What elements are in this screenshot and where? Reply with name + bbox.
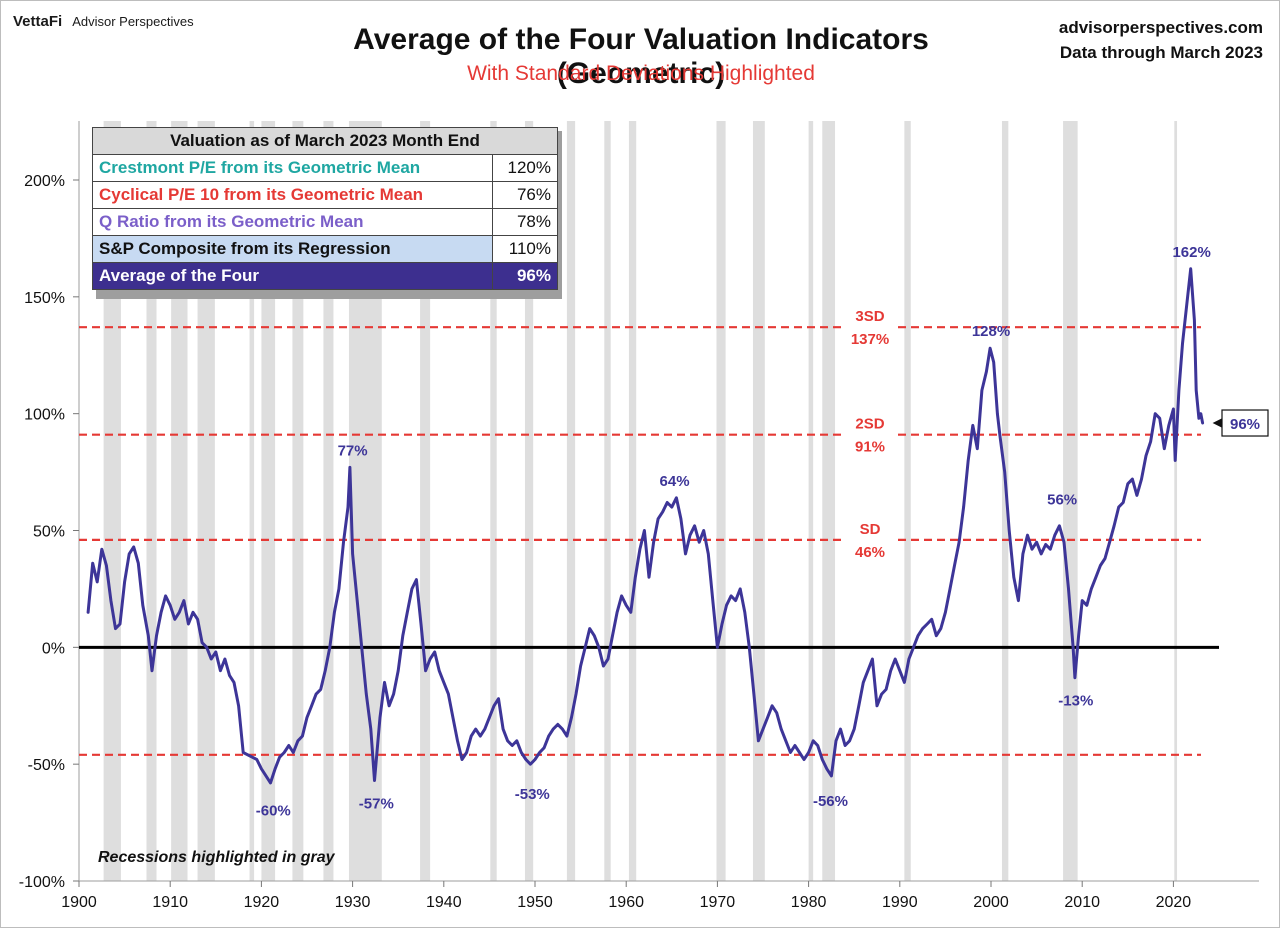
- x-tick-label: 1970: [700, 894, 736, 911]
- sd-label: SD: [860, 521, 881, 538]
- row-value-cyclical-pe10: 76%: [492, 181, 558, 209]
- x-tick-label: 2000: [973, 894, 1009, 911]
- x-tick-label: 1910: [152, 894, 188, 911]
- data-label: -57%: [359, 796, 394, 813]
- row-value-q-ratio: 78%: [492, 208, 558, 236]
- recession-band: [752, 121, 765, 881]
- sd-lines: 3SD 137% 2SD 91% SD 46%: [79, 304, 1201, 756]
- x-tick-label: 1920: [244, 894, 280, 911]
- data-label: -53%: [515, 786, 550, 803]
- x-tick-label: 1980: [791, 894, 827, 911]
- source-site: advisorperspectives.com: [1058, 18, 1263, 37]
- brand-tagline: Advisor Perspectives: [72, 14, 194, 29]
- data-label: -13%: [1058, 693, 1093, 710]
- sd-label-bg: [842, 304, 898, 351]
- sd-label: 3SD: [855, 308, 884, 325]
- x-tick-label: 1960: [608, 894, 644, 911]
- y-tick-label: 200%: [24, 173, 65, 190]
- valuation-table: Valuation as of March 2023 Month End Cre…: [92, 127, 558, 290]
- recession-band: [292, 121, 304, 881]
- recession-band: [716, 121, 726, 881]
- data-label: -60%: [256, 803, 291, 820]
- table-row: Cyclical P/E 10 from its Geometric Mean …: [92, 181, 558, 209]
- y-tick-label: 150%: [24, 290, 65, 307]
- recession-band: [808, 121, 814, 881]
- x-tick-label: 1900: [61, 894, 97, 911]
- brand-logo: VettaFi Advisor Perspectives: [13, 13, 194, 30]
- recession-band: [146, 121, 157, 881]
- series-lines: [86, 267, 1205, 785]
- table-row: Q Ratio from its Geometric Mean 78%: [92, 208, 558, 236]
- x-tick-label: 1990: [882, 894, 918, 911]
- y-tick-label: 100%: [24, 407, 65, 424]
- y-tick-label: 0%: [42, 640, 65, 657]
- recessions-note: Recessions highlighted in gray: [98, 849, 335, 866]
- recession-band: [566, 121, 576, 881]
- table-row: Crestmont P/E from its Geometric Mean 12…: [92, 154, 558, 182]
- x-tick-label: 2010: [1064, 894, 1100, 911]
- table-title: Valuation as of March 2023 Month End: [92, 127, 558, 155]
- chart-title: Average of the Four Valuation Indicators…: [353, 23, 929, 90]
- data-label: -56%: [813, 793, 848, 810]
- data-label: 77%: [338, 442, 368, 459]
- recession-band: [822, 121, 836, 881]
- row-label-crestmont: Crestmont P/E from its Geometric Mean: [92, 154, 493, 182]
- data-label: 162%: [1172, 244, 1210, 261]
- series-line-average: [86, 267, 1205, 785]
- sd-label: 2SD: [855, 416, 884, 433]
- recession-band: [604, 121, 611, 881]
- recession-band: [1174, 121, 1178, 881]
- recession-band: [1063, 121, 1078, 881]
- x-tick-label: 1940: [426, 894, 462, 911]
- annotations: 77% -60% -57% -53% 64% -56% 128% 56% -13% 162% 96%: [256, 244, 1269, 820]
- recession-band: [103, 121, 121, 881]
- recession-band: [261, 121, 276, 881]
- sd-value-label: 46%: [855, 544, 885, 561]
- y-tick-label: -50%: [28, 757, 65, 774]
- sd-value-label: 91%: [855, 439, 885, 456]
- recession-band: [171, 121, 188, 881]
- data-label: 56%: [1047, 491, 1077, 508]
- row-label-q-ratio: Q Ratio from its Geometric Mean: [92, 208, 493, 236]
- recession-band: [524, 121, 534, 881]
- recession-band: [628, 121, 637, 881]
- current-value-label: 96%: [1230, 416, 1260, 433]
- recession-band: [249, 121, 255, 881]
- sd-label-bg: [842, 516, 898, 563]
- x-tick-label: 1930: [335, 894, 371, 911]
- table-header-row: Valuation as of March 2023 Month End: [92, 127, 558, 155]
- x-tick-label: 1950: [517, 894, 553, 911]
- axes: -100% -50% 0% 50% 100% 150% 200% 1900 1910 1920 19…: [19, 121, 1259, 911]
- recession-band: [1001, 121, 1009, 881]
- row-label-sp-composite: S&P Composite from its Regression: [92, 235, 493, 263]
- y-tick-label: 50%: [33, 524, 65, 541]
- row-value-average: 96%: [492, 262, 558, 290]
- table-row-average: Average of the Four 96%: [92, 262, 558, 290]
- sd-label-bg: [842, 411, 898, 458]
- sd-value-label: 137%: [851, 331, 889, 348]
- table-row: S&P Composite from its Regression 110%: [92, 235, 558, 263]
- data-through: Data through March 2023: [1059, 43, 1263, 62]
- recession-band: [490, 121, 497, 881]
- recession-band: [420, 121, 431, 881]
- row-label-cyclical-pe10: Cyclical P/E 10 from its Geometric Mean: [92, 181, 493, 209]
- row-label-average: Average of the Four: [92, 262, 493, 290]
- row-value-crestmont: 120%: [492, 154, 558, 182]
- recession-band: [323, 121, 334, 881]
- data-label: 128%: [972, 323, 1010, 340]
- current-value-box: [1221, 409, 1269, 437]
- x-tick-label: 2020: [1156, 894, 1192, 911]
- row-value-sp-composite: 110%: [492, 235, 558, 263]
- brand-name: VettaFi: [13, 13, 63, 30]
- y-tick-label: -100%: [19, 874, 65, 891]
- source-block: advisorperspectives.com Data through Mar…: [1059, 15, 1263, 65]
- chart-subtitle: With Standard Deviations Highlighted: [467, 62, 815, 85]
- recession-band: [197, 121, 215, 881]
- recession-band: [904, 121, 911, 881]
- data-label: 64%: [660, 473, 690, 490]
